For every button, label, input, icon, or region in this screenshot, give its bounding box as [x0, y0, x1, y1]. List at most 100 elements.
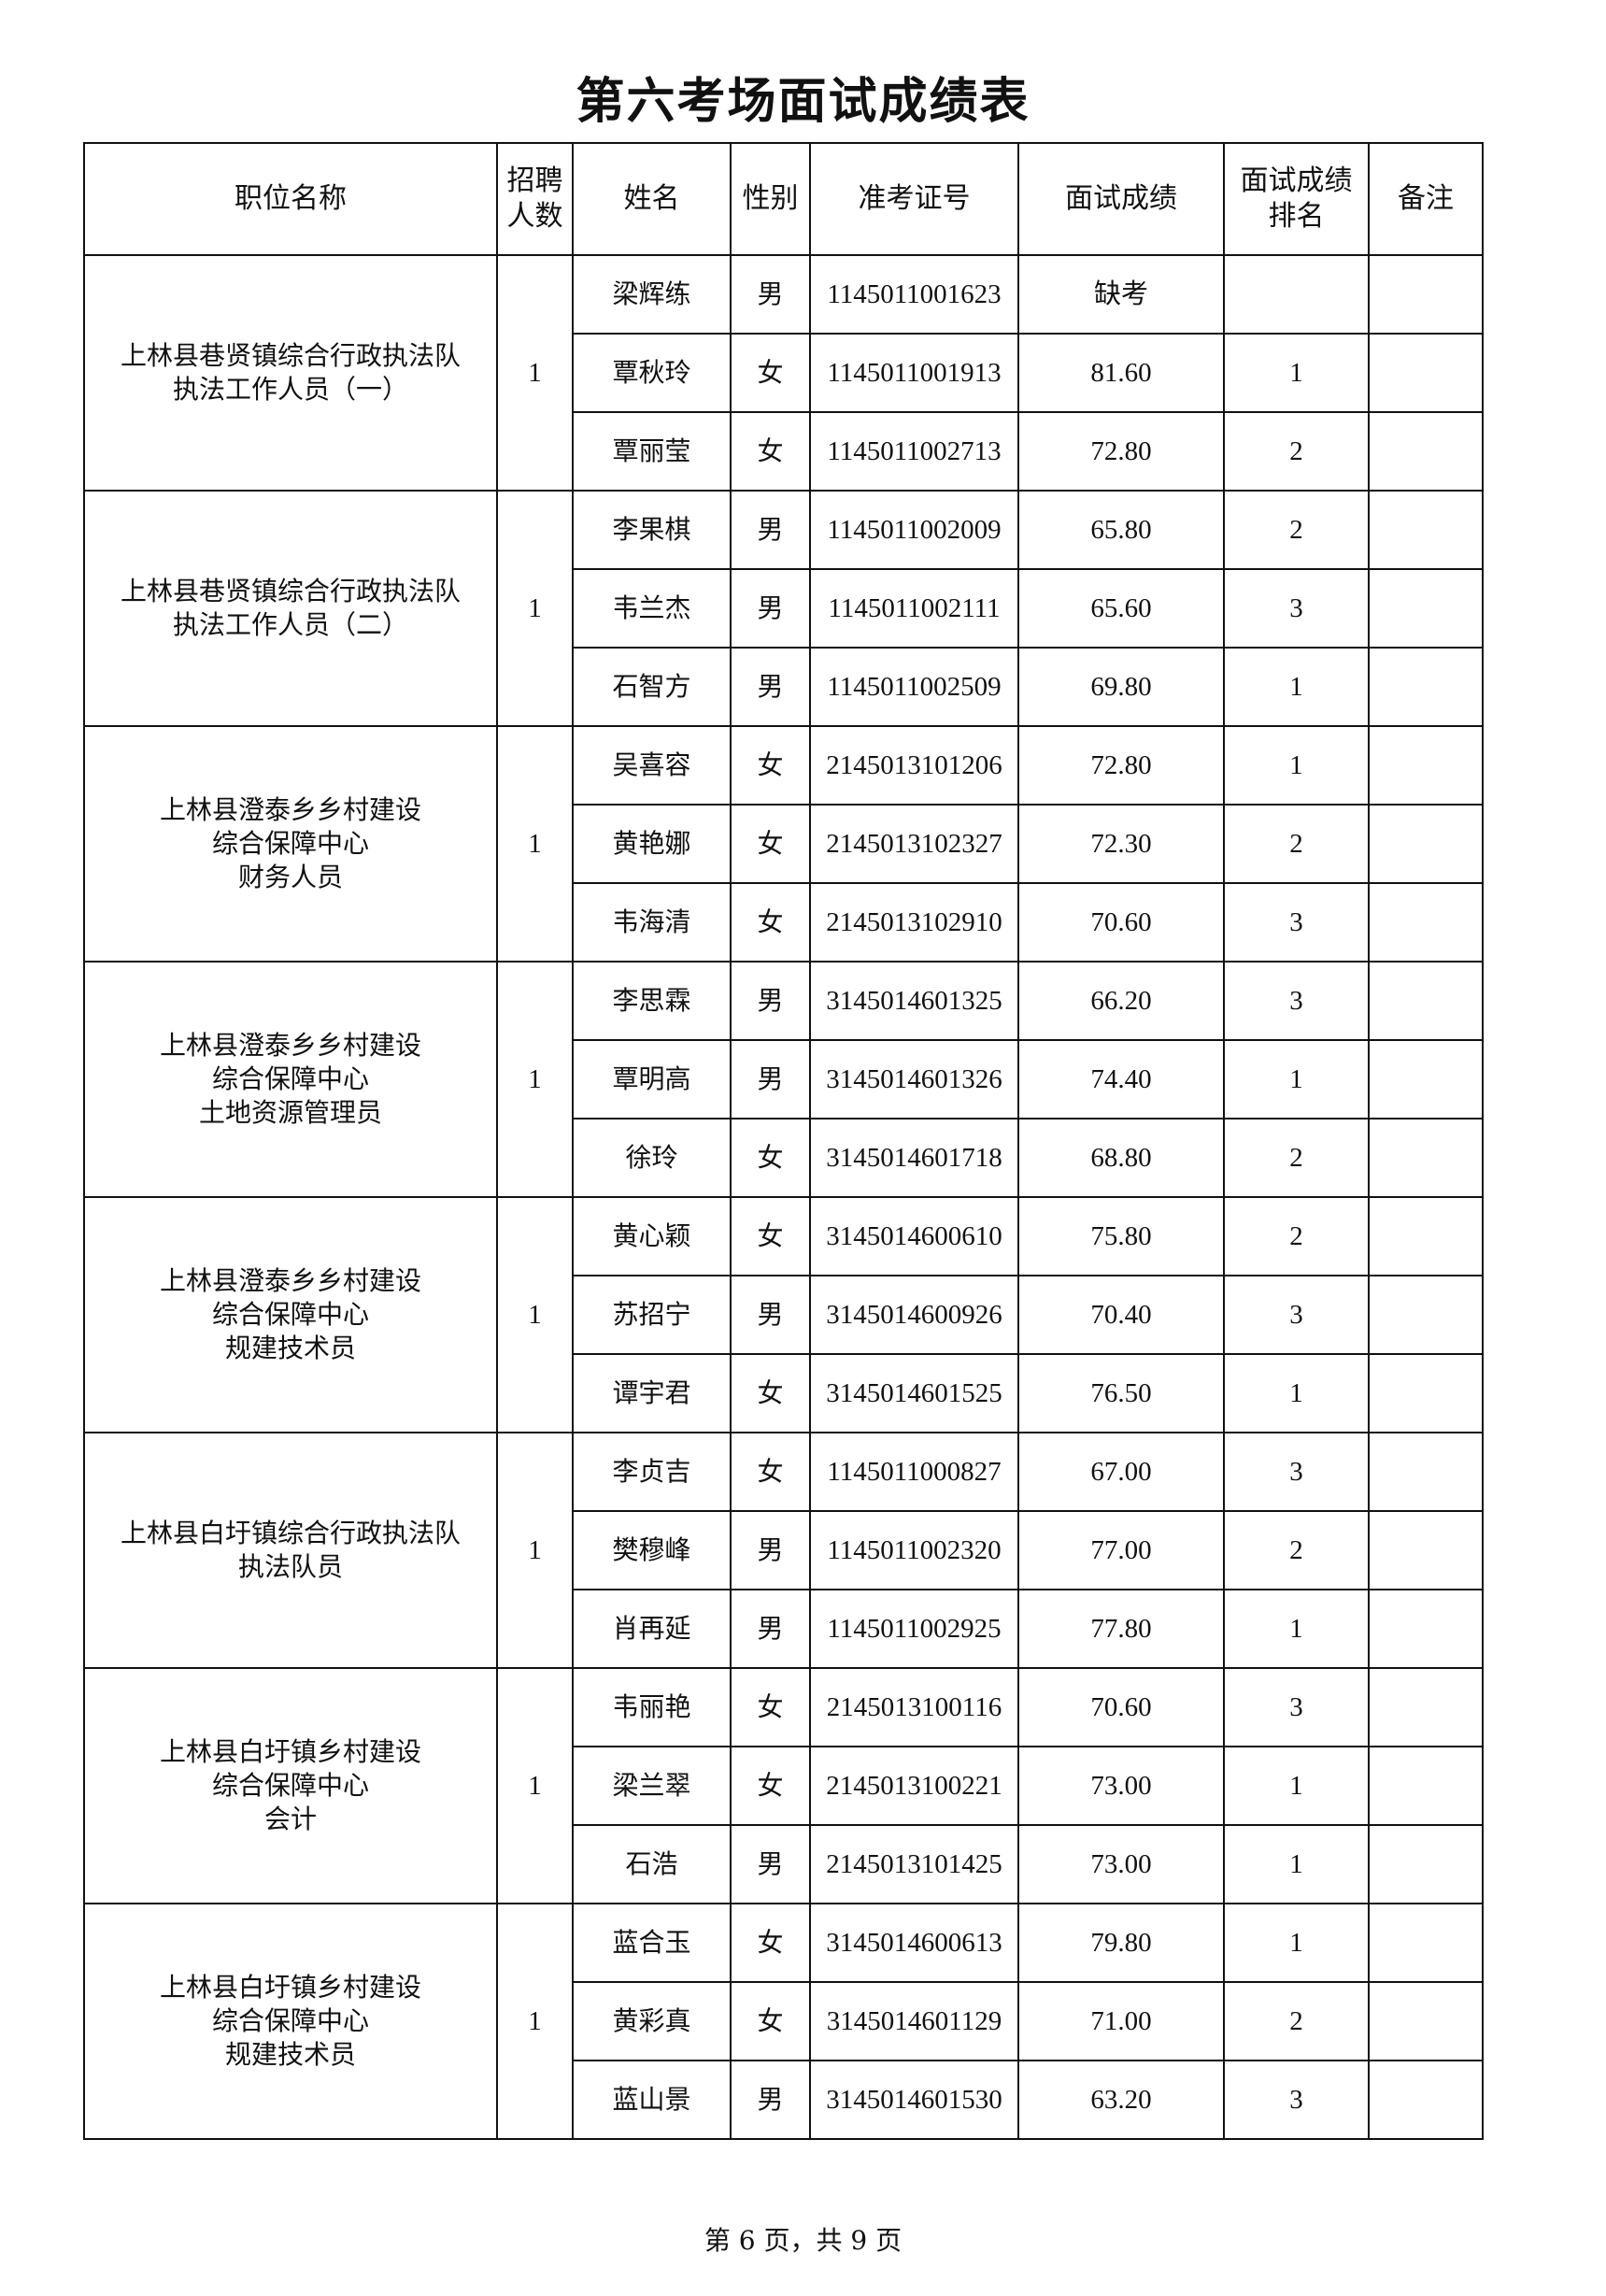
name-cell: 韦丽艳: [572, 1667, 732, 1747]
header-rank-label: 面试成绩排名: [1240, 164, 1353, 233]
gender-cell: 男: [730, 1039, 811, 1119]
position-line: 财务人员: [237, 862, 343, 892]
table-row: 韦海清女 2145013102910 70.60 3: [84, 882, 1484, 963]
quota-cell: 1: [496, 1432, 574, 1669]
gender-cell: 女: [730, 1981, 811, 2061]
score-cell: 70.40: [1017, 1275, 1225, 1355]
exam-id-cell: 3145014601129: [809, 1981, 1019, 2061]
exam-id-cell: 3145014600926: [809, 1275, 1019, 1355]
remarks-cell: [1368, 647, 1484, 727]
exam-id-cell: 1145011001913: [809, 333, 1019, 413]
remarks-cell: [1368, 1118, 1484, 1198]
name-cell: 蓝合玉: [572, 1903, 732, 1983]
score-cell: 66.20: [1017, 961, 1225, 1041]
rank-cell: [1223, 254, 1370, 335]
position-line: 上林县澄泰乡乡村建设: [159, 1030, 421, 1061]
remarks-cell: [1368, 1432, 1484, 1512]
remarks-cell: [1368, 568, 1484, 649]
header-score: 面试成绩: [1017, 142, 1225, 256]
table-row: 韦兰杰男 1145011002111 65.60 3: [84, 568, 1484, 649]
exam-id-cell: 3145014601525: [809, 1353, 1019, 1433]
name-cell: 黄心颖: [572, 1196, 732, 1276]
remarks-cell: [1368, 411, 1484, 492]
table-row: 上林县巷贤镇综合行政执法队 执法工作人员（二） 1 李果棋男 1145011002009…: [83, 490, 1484, 727]
table-row: 石智方男 1145011002509 69.80 1: [84, 647, 1484, 727]
rank-cell: 1: [1223, 1746, 1370, 1826]
position-line: 上林县巷贤镇综合行政执法队: [120, 576, 461, 606]
rank-cell: 2: [1223, 1510, 1370, 1590]
position-cell: 上林县白圩镇乡村建设 综合保障中心 会计: [83, 1667, 498, 1904]
exam-id-cell: 2145013101425: [809, 1824, 1019, 1904]
page-title: 第六考场面试成绩表: [576, 73, 1030, 130]
score-cell: 74.40: [1017, 1039, 1225, 1119]
name-cell: 覃明高: [572, 1039, 732, 1119]
rank-cell: 3: [1223, 1667, 1370, 1747]
exam-id-cell: 3145014600610: [809, 1196, 1019, 1276]
gender-cell: 女: [730, 411, 811, 492]
table-body: 上林县巷贤镇综合行政执法队 执法工作人员（一） 1 梁辉练男 1145011001623…: [83, 254, 1484, 2140]
exam-id-cell: 2145013102327: [809, 804, 1019, 884]
exam-id-cell: 3145014601530: [809, 2060, 1019, 2140]
name-cell: 覃丽莹: [572, 411, 732, 492]
exam-id-cell: 2145013100116: [809, 1667, 1019, 1747]
remarks-cell: [1368, 1039, 1484, 1119]
exam-id-cell: 1145011002925: [809, 1589, 1019, 1669]
score-cell: 68.80: [1017, 1118, 1225, 1198]
position-line: 上林县白圩镇乡村建设: [159, 1736, 421, 1767]
position-cell: 上林县白圩镇乡村建设 综合保障中心 规建技术员: [83, 1903, 498, 2140]
name-cell: 韦兰杰: [572, 568, 732, 649]
gender-cell: 女: [730, 1903, 811, 1983]
score-cell: 76.50: [1017, 1353, 1225, 1433]
score-cell: 73.00: [1017, 1824, 1225, 1904]
rank-cell: 2: [1223, 1981, 1370, 2061]
rank-cell: 1: [1223, 1824, 1370, 1904]
exam-id-cell: 3145014601325: [809, 961, 1019, 1041]
score-cell: 65.80: [1017, 490, 1225, 570]
score-cell: 77.00: [1017, 1510, 1225, 1590]
name-cell: 肖再延: [572, 1589, 732, 1669]
quota-cell: 1: [496, 1903, 574, 2140]
name-cell: 梁辉练: [572, 254, 732, 335]
rank-cell: 1: [1223, 725, 1370, 806]
position-line: 综合保障中心: [211, 1299, 369, 1330]
table-row: 上林县白圩镇乡村建设 综合保障中心 规建技术员 1 蓝合玉女 3145014600613 7…: [83, 1903, 1484, 2140]
gender-cell: 女: [730, 1432, 811, 1512]
score-cell: 65.60: [1017, 568, 1225, 649]
gender-cell: 男: [730, 568, 811, 649]
remarks-cell: [1368, 333, 1484, 413]
position-cell: 上林县巷贤镇综合行政执法队 执法工作人员（一）: [83, 254, 498, 492]
position-line: 规建技术员: [224, 2039, 356, 2070]
score-cell: 77.80: [1017, 1589, 1225, 1669]
page-number: 第 6 页，共 9 页: [704, 2225, 902, 2256]
name-cell: 李思霖: [572, 961, 732, 1041]
quota-cell: 1: [496, 961, 574, 1198]
gender-cell: 男: [730, 647, 811, 727]
name-cell: 黄彩真: [572, 1981, 732, 2061]
gender-cell: 女: [730, 725, 811, 806]
table-row: 上林县澄泰乡乡村建设 综合保障中心 规建技术员 1 黄心颖女 3145014600610 7…: [83, 1196, 1484, 1433]
name-cell: 徐玲: [572, 1118, 732, 1198]
name-cell: 韦海清: [572, 882, 732, 963]
remarks-cell: [1368, 725, 1484, 806]
header-rank: 面试成绩排名: [1223, 142, 1370, 256]
name-cell: 樊穆峰: [572, 1510, 732, 1590]
rank-cell: 2: [1223, 490, 1370, 570]
table-row: 石浩男 2145013101425 73.00 1: [84, 1824, 1484, 1904]
score-cell: 72.80: [1017, 411, 1225, 492]
score-cell: 67.00: [1017, 1432, 1225, 1512]
table-row: 上林县澄泰乡乡村建设 综合保障中心 土地资源管理员 1 李思霖男 314501460132…: [83, 961, 1484, 1198]
name-cell: 石浩: [572, 1824, 732, 1904]
rank-cell: 3: [1223, 2060, 1370, 2140]
table-row: 谭宇君女 3145014601525 76.50 1: [84, 1353, 1484, 1433]
table-row: 覃秋玲女 1145011001913 81.60 1: [84, 333, 1484, 413]
position-line: 上林县白圩镇乡村建设: [159, 1972, 421, 2003]
exam-id-cell: 2145013102910: [809, 882, 1019, 963]
exam-id-cell: 2145013101206: [809, 725, 1019, 806]
position-line: 执法队员: [237, 1551, 343, 1582]
quota-cell: 1: [496, 490, 574, 727]
rank-cell: 3: [1223, 882, 1370, 963]
remarks-cell: [1368, 1981, 1484, 2061]
score-cell: 79.80: [1017, 1903, 1225, 1983]
name-cell: 苏招宁: [572, 1275, 732, 1355]
remarks-cell: [1368, 2060, 1484, 2140]
